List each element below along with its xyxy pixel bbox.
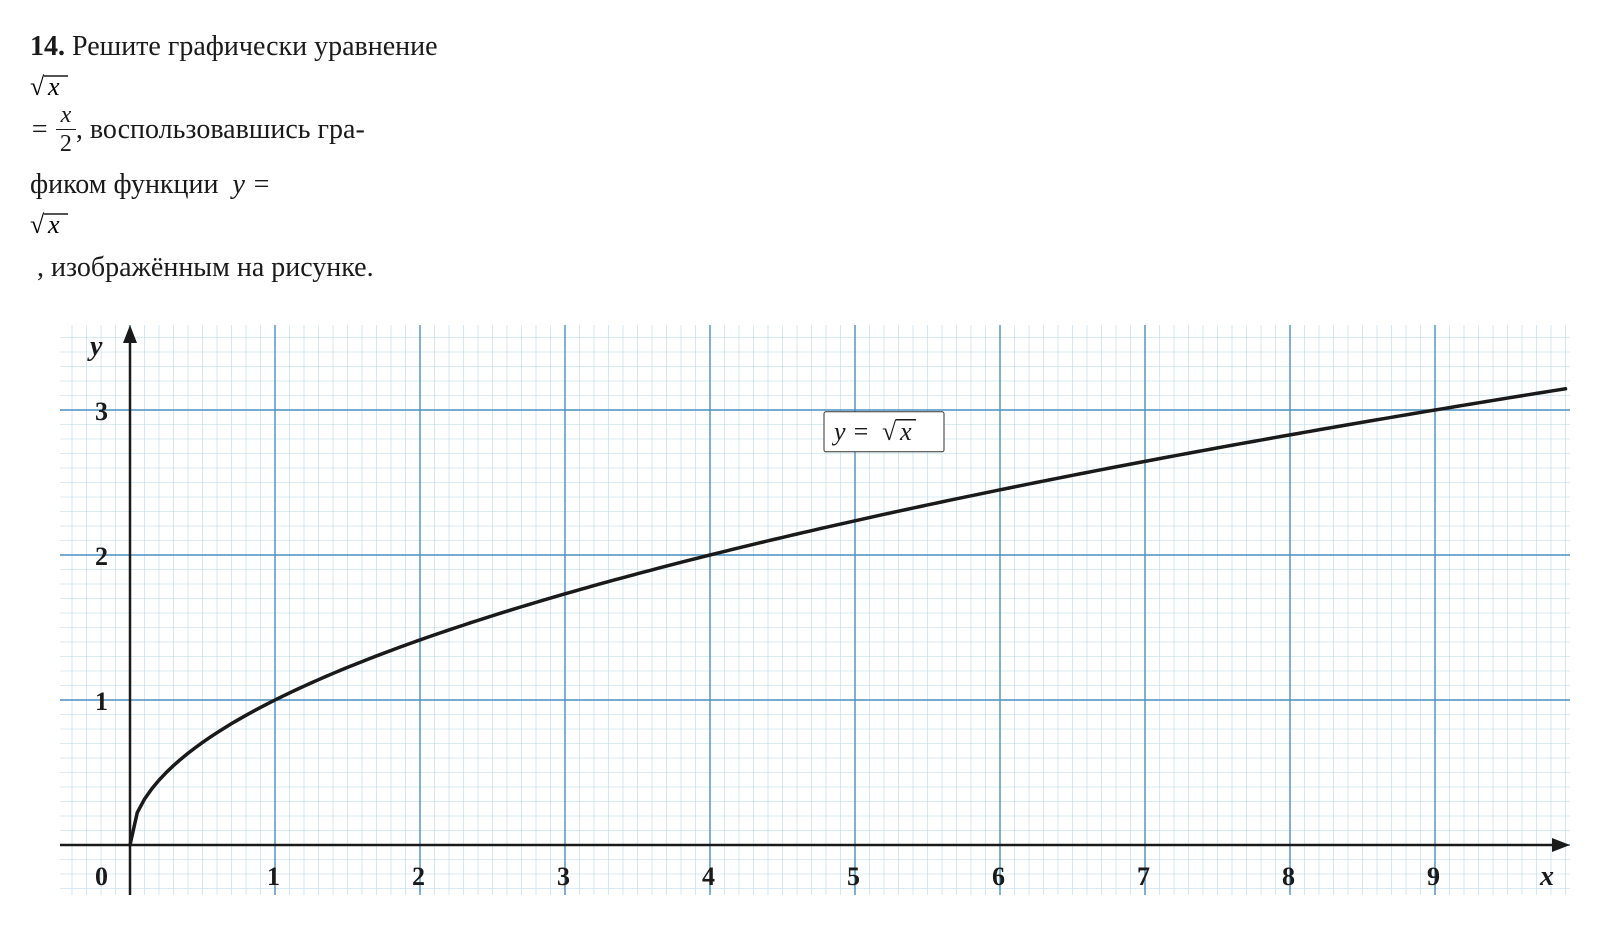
svg-text:1: 1 [267,862,280,891]
equation-equals: = [30,114,56,145]
svg-text:y: y [87,331,103,362]
svg-text:x: x [1539,861,1554,892]
problem-text-3: фиком функции [30,169,218,200]
function-eq: = [245,169,271,200]
equation-lhs: √x [30,73,1579,103]
svg-text:0: 0 [95,862,108,891]
svg-text:9: 9 [1427,862,1440,891]
problem-text-4: , изображённым на рисунке. [37,252,374,283]
svg-text:7: 7 [1137,862,1150,891]
fraction-numerator: x [56,103,76,130]
svg-text:√: √ [882,416,897,445]
svg-text:2: 2 [412,862,425,891]
problem-statement: 14. Решите графически уравнение √x = x2,… [20,20,1589,295]
svg-text:8: 8 [1282,862,1295,891]
svg-text:6: 6 [992,862,1005,891]
svg-text:√: √ [30,73,45,101]
svg-text:4: 4 [702,862,715,891]
svg-text:3: 3 [557,862,570,891]
svg-text:3: 3 [95,397,108,426]
problem-text-1: Решите графически уравнение [72,31,438,62]
fraction-denominator: 2 [56,130,76,156]
svg-text:√: √ [30,211,45,239]
svg-text:5: 5 [847,862,860,891]
function-y: y [232,169,244,200]
problem-number: 14. [30,31,65,62]
chart-svg: y = √xyx0123456789123 [30,315,1580,905]
svg-text:1: 1 [95,687,108,716]
equation-fraction: x2 [56,103,76,156]
svg-text:2: 2 [95,542,108,571]
problem-text-2: , воспользовавшись гра- [76,114,365,145]
function-rhs: √x [30,211,1579,241]
chart-container: y = √xyx0123456789123 [30,315,1580,905]
svg-text:x: x [47,73,60,101]
svg-text:x: x [899,416,912,445]
svg-text:x: x [47,211,60,239]
svg-text:y =: y = [831,416,870,445]
